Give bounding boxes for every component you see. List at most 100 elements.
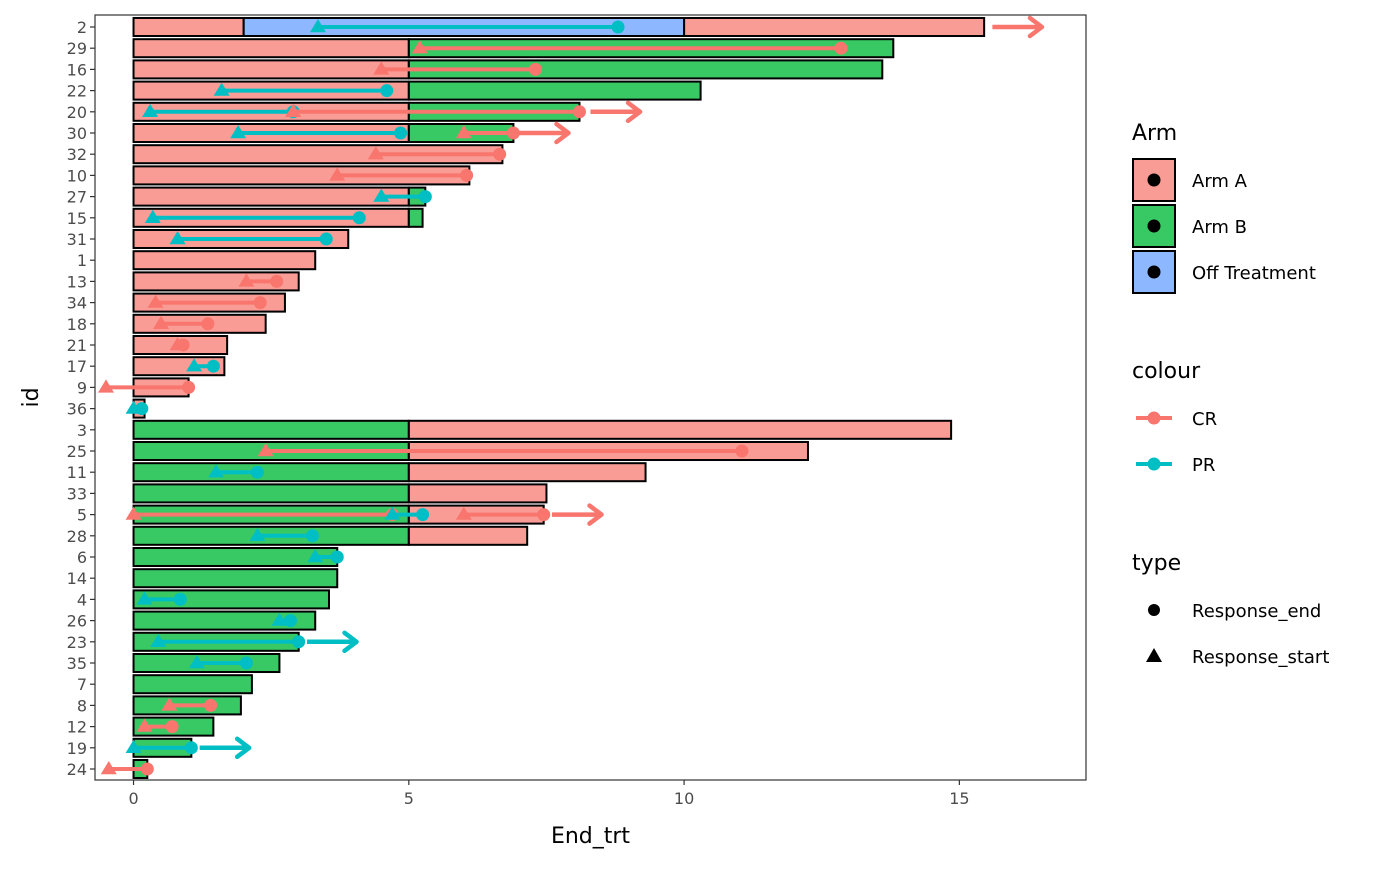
bar-segment (132, 483, 410, 504)
x-axis-title: End_trt (551, 824, 630, 849)
legend-colour-title: colour (1132, 359, 1201, 384)
legend-colour-label: PR (1192, 455, 1215, 476)
response-end-marker (528, 62, 542, 76)
response-end-marker (834, 41, 848, 55)
bar-segment (132, 59, 410, 80)
response-start-marker (230, 125, 247, 139)
response-end-marker (330, 550, 344, 564)
y-tick-label: 10 (67, 166, 87, 185)
response-start-marker (329, 167, 346, 181)
response-end-marker (165, 720, 179, 734)
response-end-marker (305, 529, 319, 543)
response-start-marker (150, 633, 167, 647)
y-tick-label: 24 (67, 760, 87, 779)
response-start-marker (208, 464, 225, 478)
bar-segment (407, 80, 702, 101)
response-end-marker (319, 232, 333, 246)
y-tick-label: 5 (77, 506, 87, 525)
x-tick-label: 0 (128, 789, 138, 808)
legend-type-triangle (1146, 648, 1162, 662)
response-end-marker (173, 592, 187, 606)
y-tick-label: 4 (77, 590, 87, 609)
response-end-marker (182, 380, 196, 394)
y-tick-label: 12 (67, 718, 87, 737)
y-tick-label: 33 (67, 484, 87, 503)
y-tick-label: 31 (67, 230, 87, 249)
bar-segment (132, 568, 339, 589)
ongoing-arrow-head (1027, 15, 1045, 39)
response-start-marker (144, 209, 161, 223)
response-start-marker (455, 506, 472, 520)
bar-segment (407, 419, 953, 440)
y-tick-label: 23 (67, 633, 87, 652)
response-end-marker (135, 402, 149, 416)
legend-arm-dot (1147, 219, 1161, 233)
bar-segment (132, 271, 300, 292)
response-start-marker (411, 40, 428, 54)
response-end-marker (460, 168, 474, 182)
response-end-marker (418, 190, 432, 204)
y-tick-label: 6 (77, 548, 87, 567)
response-start-marker (257, 443, 274, 457)
y-tick-label: 32 (67, 145, 87, 164)
legend-arm-title: Arm (1132, 121, 1177, 146)
ongoing-arrow-head (587, 503, 604, 526)
response-end-marker (537, 508, 551, 522)
response-end-marker (253, 296, 267, 310)
response-start-marker (309, 19, 326, 33)
response-start-marker (373, 188, 390, 202)
y-tick-label: 30 (67, 124, 87, 143)
y-tick-label: 27 (67, 188, 87, 207)
response-end-marker (201, 317, 215, 331)
bar-segment (132, 674, 253, 695)
legend-arm-label: Arm A (1192, 171, 1248, 192)
response-end-marker (176, 338, 190, 352)
response-start-marker (188, 655, 205, 669)
y-tick-label: 18 (67, 315, 87, 334)
response-start-marker (373, 61, 390, 75)
responses-layer (98, 15, 1045, 776)
bar-segment (132, 186, 410, 207)
bar-segment (132, 462, 410, 483)
y-tick-label: 36 (67, 400, 87, 419)
response-end-marker (394, 126, 408, 140)
response-start-marker (384, 506, 401, 520)
ongoing-arrow-head (625, 100, 643, 124)
response-start-marker (455, 125, 472, 139)
bar-segment (407, 207, 424, 228)
response-end-marker (292, 635, 306, 649)
y-tick-label: 11 (67, 463, 87, 482)
bar-segment (683, 16, 986, 38)
response-start-marker (136, 718, 153, 732)
x-tick-label: 10 (674, 789, 694, 808)
y-tick-label: 15 (67, 209, 87, 228)
response-end-marker (140, 762, 154, 776)
response-start-marker (238, 273, 255, 287)
y-tick-label: 8 (77, 696, 87, 715)
response-end-marker (184, 741, 198, 755)
y-tick-label: 35 (67, 654, 87, 673)
response-start-marker (98, 379, 115, 393)
y-tick-label: 9 (77, 378, 87, 397)
ongoing-arrow-head (234, 736, 252, 760)
ongoing-arrow-head (342, 630, 359, 654)
y-axis-title: id (19, 387, 44, 407)
response-start-marker (367, 146, 384, 160)
response-end-marker (735, 444, 749, 458)
response-end-marker (416, 508, 430, 522)
legend-type-title: type (1132, 551, 1181, 576)
y-tick-label: 7 (77, 675, 87, 694)
response-start-marker (125, 739, 142, 753)
legend-type-label: Response_end (1192, 601, 1321, 622)
response-end-marker (352, 211, 366, 225)
response-end-marker (250, 465, 264, 479)
y-tick-label: 2 (77, 18, 87, 37)
bar-segment (132, 546, 339, 568)
y-tick-label: 21 (67, 336, 87, 355)
bar-segment (132, 610, 317, 631)
panel-border (94, 14, 1087, 781)
response-start-marker (213, 82, 230, 96)
legend-arm-label: Off Treatment (1192, 263, 1316, 284)
